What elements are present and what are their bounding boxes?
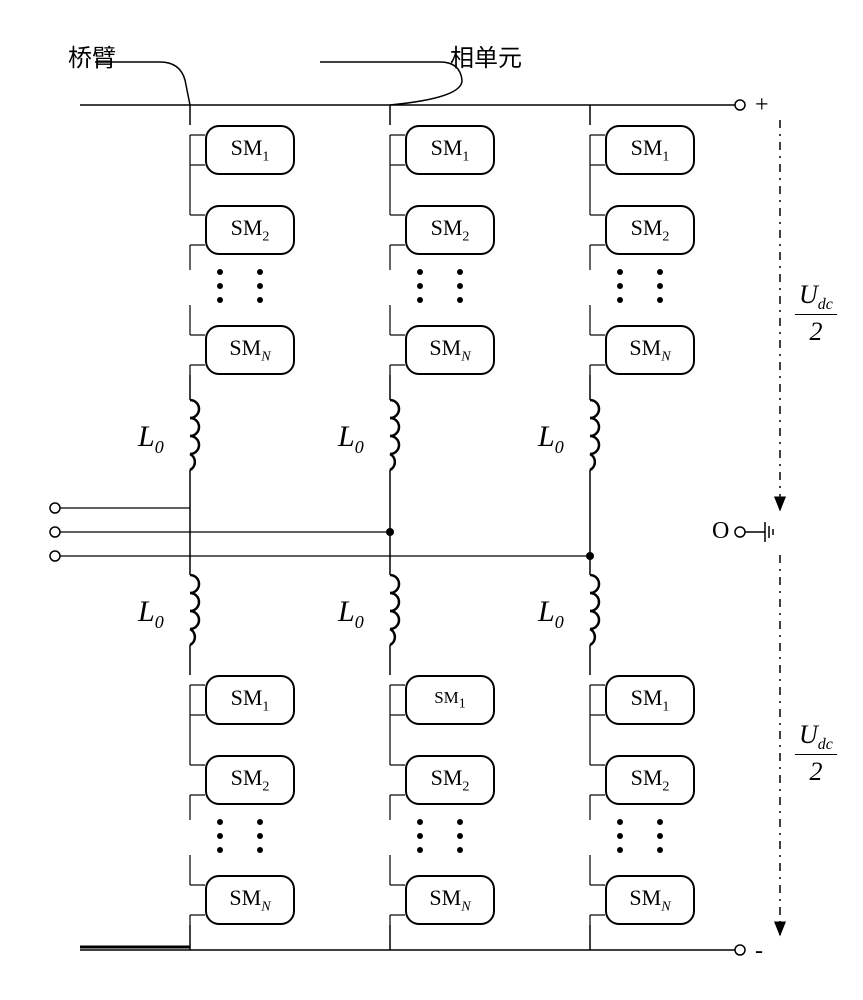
sm-box: SM1 xyxy=(205,125,295,175)
inductor-label: L0 xyxy=(538,420,564,458)
sm-box: SM1 xyxy=(605,675,695,725)
sm-box: SM1 xyxy=(405,675,495,725)
inductor-label: L0 xyxy=(538,595,564,633)
inductor-label: L0 xyxy=(338,420,364,458)
sm-box: SM2 xyxy=(405,205,495,255)
dc-plus-label: + xyxy=(755,92,769,119)
inductor-label: L0 xyxy=(138,595,164,633)
mmc-topology-diagram: 桥臂 相单元 + - O Udc 2 Udc 2 L0 L0 L0 L0 L0 … xyxy=(20,20,840,980)
sm-box: SMN xyxy=(205,875,295,925)
sm-box: SM2 xyxy=(205,755,295,805)
sm-box: SMN xyxy=(605,325,695,375)
sm-box: SMN xyxy=(405,325,495,375)
sm-box: SM2 xyxy=(605,205,695,255)
sm-box: SM1 xyxy=(205,675,295,725)
sm-box: SM2 xyxy=(605,755,695,805)
bridge-arm-label: 桥臂 xyxy=(68,38,116,73)
sm-box: SM1 xyxy=(405,125,495,175)
phase-unit-label: 相单元 xyxy=(450,38,522,73)
sm-box: SM2 xyxy=(405,755,495,805)
sm-box: SM2 xyxy=(205,205,295,255)
inductor-label: L0 xyxy=(138,420,164,458)
sm-box: SMN xyxy=(405,875,495,925)
dc-minus-label: - xyxy=(755,938,763,965)
voltage-upper: Udc 2 xyxy=(795,280,837,347)
inductor-label: L0 xyxy=(338,595,364,633)
neutral-label: O xyxy=(712,518,729,545)
sm-box: SMN xyxy=(605,875,695,925)
voltage-lower: Udc 2 xyxy=(795,720,837,787)
sm-box: SMN xyxy=(205,325,295,375)
sm-box: SM1 xyxy=(605,125,695,175)
